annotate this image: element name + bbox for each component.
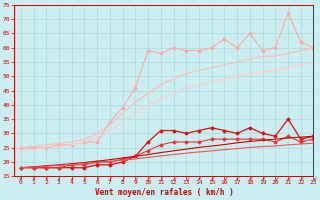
Text: ↓: ↓ [81, 176, 87, 183]
Text: ↓: ↓ [94, 176, 100, 183]
Text: ↓: ↓ [272, 176, 279, 183]
X-axis label: Vent moyen/en rafales ( km/h ): Vent moyen/en rafales ( km/h ) [95, 188, 233, 197]
Text: ↓: ↓ [221, 176, 228, 183]
Text: ↓: ↓ [246, 176, 253, 183]
Text: ↓: ↓ [208, 176, 215, 183]
Text: ↓: ↓ [259, 176, 266, 183]
Text: ↓: ↓ [44, 176, 49, 182]
Text: ↓: ↓ [170, 176, 177, 183]
Text: ↓: ↓ [234, 176, 241, 183]
Text: ↓: ↓ [18, 176, 23, 182]
Text: ↓: ↓ [132, 176, 139, 183]
Text: ↓: ↓ [196, 176, 202, 183]
Text: ↓: ↓ [284, 176, 292, 183]
Text: ↓: ↓ [56, 176, 62, 182]
Text: ↓: ↓ [145, 176, 151, 183]
Text: ↓: ↓ [183, 176, 189, 183]
Text: ↓: ↓ [69, 176, 75, 182]
Text: ↓: ↓ [119, 176, 126, 183]
Text: ↓: ↓ [107, 176, 113, 183]
Text: ↓: ↓ [310, 176, 317, 183]
Text: ↓: ↓ [157, 176, 164, 183]
Text: ↓: ↓ [31, 176, 36, 182]
Text: ↓: ↓ [297, 176, 304, 183]
